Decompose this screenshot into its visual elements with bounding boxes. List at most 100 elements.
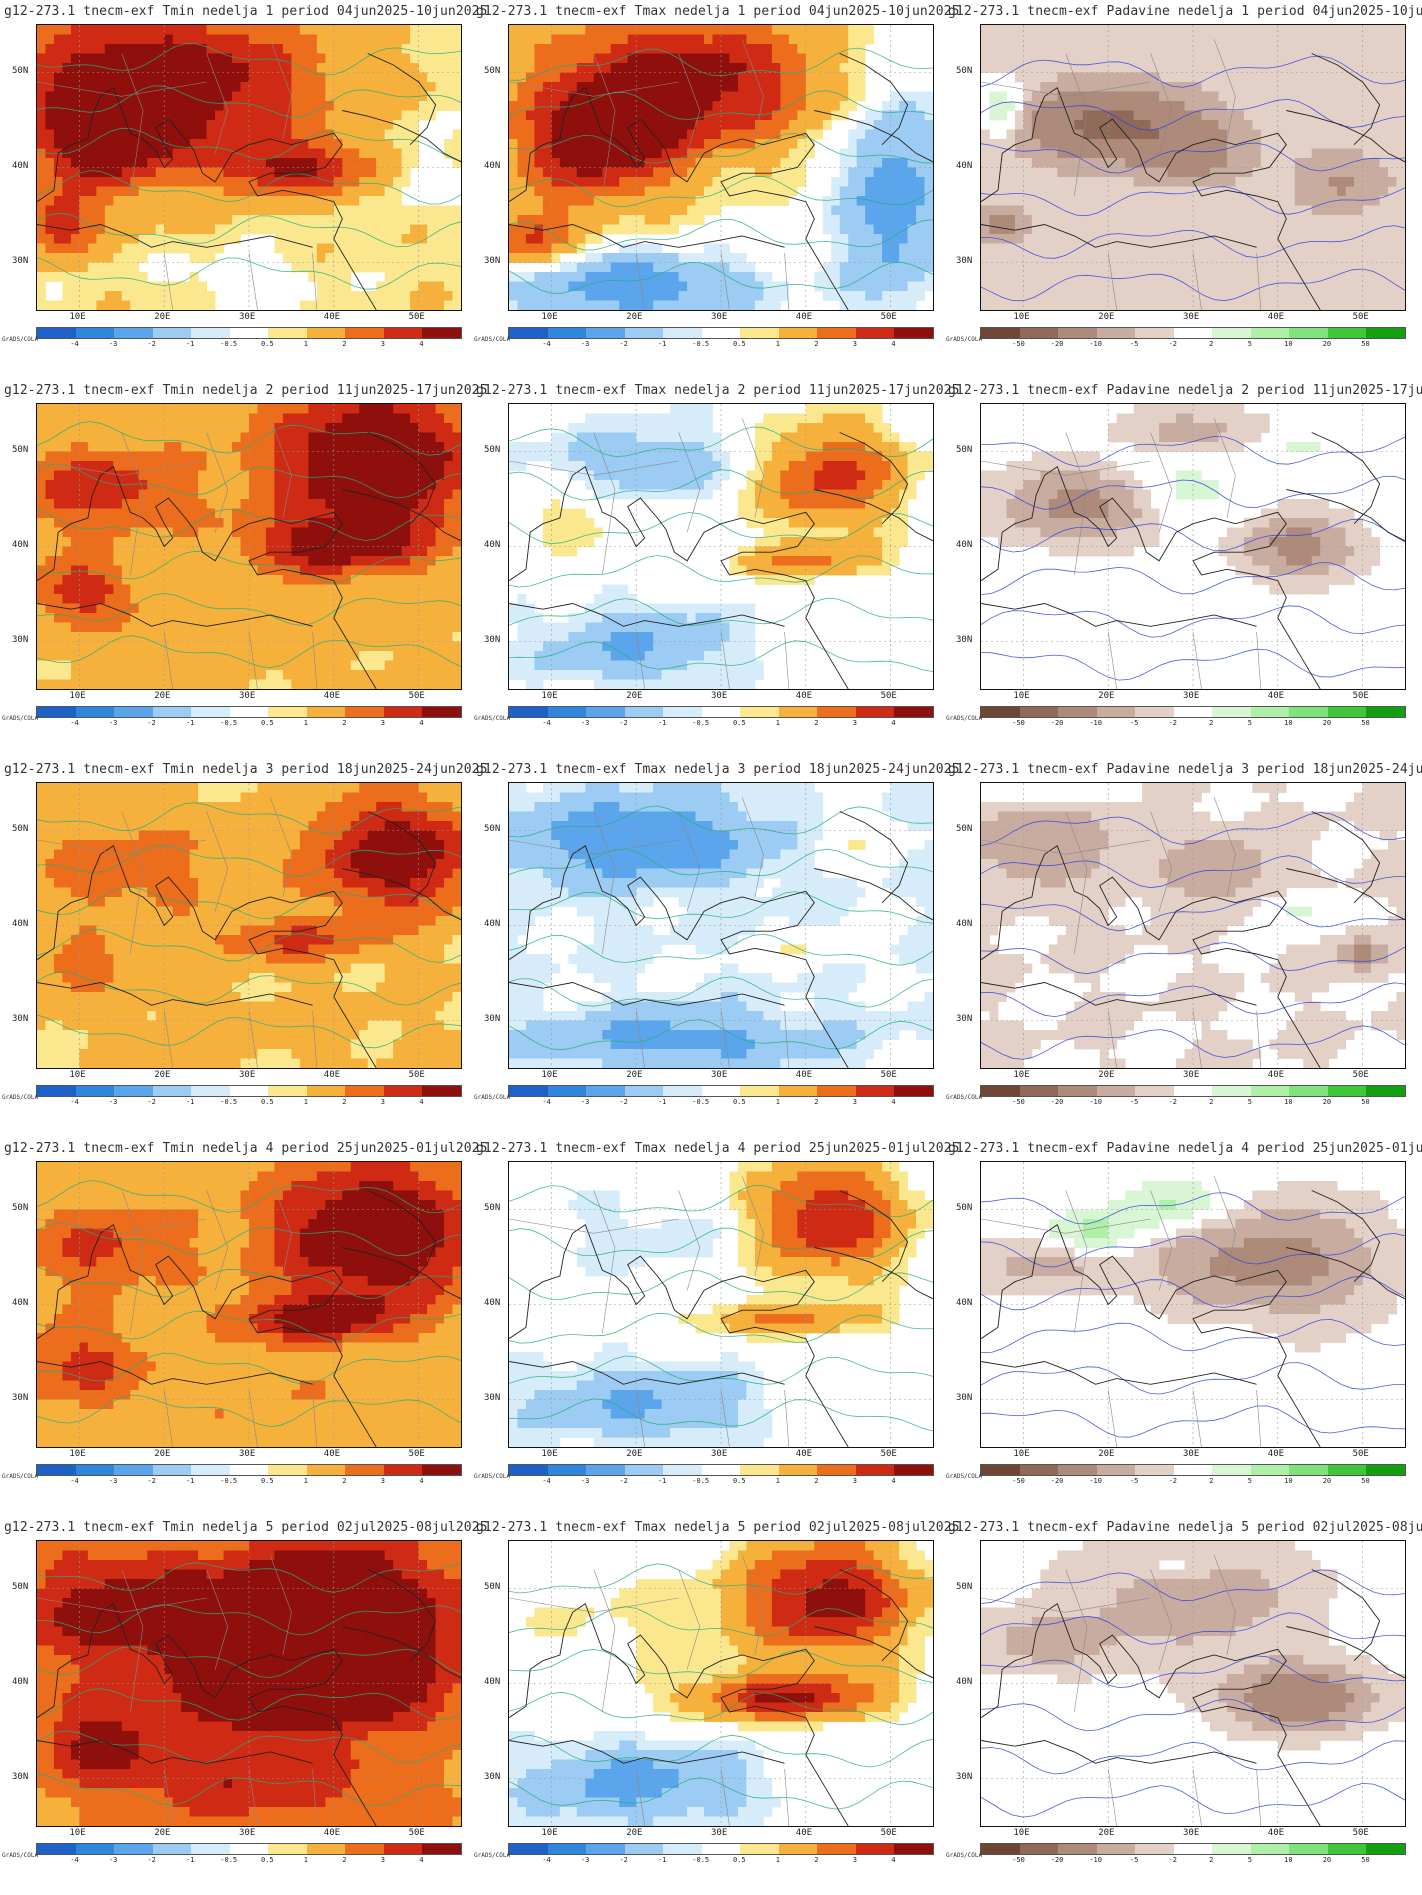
anomaly-cell — [435, 224, 445, 235]
anomaly-cell — [37, 480, 46, 490]
anomaly-cell — [130, 234, 140, 244]
anomaly-cell — [805, 120, 815, 130]
anomaly-cell — [121, 253, 131, 263]
anomaly-cell — [45, 234, 55, 244]
anomaly-cell — [797, 139, 807, 149]
anomaly-cell — [96, 129, 106, 140]
anomaly-cell — [1074, 158, 1084, 168]
anomaly-cell — [1099, 167, 1109, 178]
anomaly-cell — [274, 25, 284, 35]
anomaly-cell — [1226, 215, 1236, 225]
anomaly-cell — [695, 148, 705, 159]
anomaly-cell — [401, 300, 411, 310]
anomaly-cell — [780, 177, 790, 187]
anomaly-cell — [1362, 34, 1372, 45]
anomaly-cell — [274, 82, 284, 92]
anomaly-cell — [291, 413, 301, 424]
anomaly-cell — [384, 72, 394, 83]
anomaly-cell — [325, 461, 335, 471]
anomaly-cell — [542, 129, 552, 140]
anomaly-cell — [1371, 25, 1380, 35]
anomaly-cell — [1345, 44, 1355, 54]
anomaly-cell — [1354, 281, 1363, 292]
anomaly-cell — [96, 110, 106, 121]
anomaly-cell — [249, 480, 258, 490]
anomaly-cell — [729, 300, 739, 310]
anomaly-cell — [427, 432, 436, 443]
anomaly-cell — [96, 205, 106, 216]
anomaly-cell — [427, 404, 436, 414]
anomaly-cell — [367, 451, 377, 462]
anomaly-cell — [274, 499, 284, 509]
anomaly-cell — [384, 442, 394, 452]
anomaly-cell — [393, 82, 403, 92]
anomaly-cell — [1057, 120, 1067, 130]
anomaly-cell — [585, 291, 595, 301]
anomaly-cell — [206, 234, 216, 244]
anomaly-cell — [350, 423, 360, 433]
anomaly-cell — [1354, 196, 1363, 206]
anomaly-cell — [155, 423, 165, 433]
anomaly-cell — [130, 404, 140, 414]
anomaly-cell — [525, 110, 535, 121]
anomaly-cell — [384, 44, 394, 54]
anomaly-cell — [1159, 25, 1168, 35]
anomaly-cell — [223, 53, 233, 64]
anomaly-cell — [198, 300, 207, 310]
anomaly-cell — [274, 53, 284, 64]
anomaly-cell — [989, 262, 999, 273]
anomaly-cell — [619, 262, 629, 273]
anomaly-cell — [1388, 186, 1397, 197]
anomaly-cell — [1014, 234, 1024, 244]
anomaly-cell — [1345, 215, 1355, 225]
anomaly-cell — [410, 44, 419, 54]
anomaly-cell — [376, 53, 386, 64]
anomaly-cell — [70, 442, 80, 452]
anomaly-cell — [316, 404, 326, 414]
anomaly-cell — [79, 224, 89, 235]
anomaly-cell — [138, 432, 148, 443]
anomaly-cell — [282, 527, 292, 538]
anomaly-cell — [444, 63, 453, 73]
anomaly-cell — [333, 158, 343, 168]
anomaly-cell — [1150, 101, 1160, 111]
anomaly-cell — [1023, 63, 1033, 73]
anomaly-cell — [619, 291, 629, 301]
anomaly-cell — [1150, 186, 1160, 197]
anomaly-cell — [1184, 72, 1194, 83]
anomaly-cell — [1396, 44, 1405, 54]
anomaly-cell — [1057, 224, 1067, 235]
anomaly-cell — [367, 243, 377, 254]
anomaly-cell — [172, 537, 182, 547]
anomaly-cell — [788, 53, 798, 64]
anomaly-cell — [754, 281, 764, 292]
anomaly-cell — [670, 91, 679, 102]
anomaly-cell — [865, 224, 875, 235]
anomaly-cell — [1303, 25, 1313, 35]
anomaly-cell — [788, 44, 798, 54]
anomaly-cell — [678, 139, 688, 149]
anomaly-cell — [899, 215, 908, 225]
anomaly-cell — [585, 158, 595, 168]
anomaly-cell — [410, 224, 419, 235]
forecast-panel-1: g12-273.1 tnecm-exf Tmin nedelja 1 perio… — [2, 0, 487, 379]
anomaly-cell — [1193, 101, 1202, 111]
anomaly-cell — [1379, 262, 1389, 273]
anomaly-cell — [401, 508, 411, 519]
anomaly-cell — [729, 186, 739, 197]
anomaly-cell — [79, 281, 89, 292]
anomaly-cell — [822, 72, 832, 83]
anomaly-cell — [1167, 129, 1177, 140]
anomaly-cell — [359, 518, 369, 528]
anomaly-cell — [53, 82, 63, 92]
anomaly-cell — [147, 224, 157, 235]
anomaly-cell — [890, 300, 900, 310]
anomaly-cell — [1286, 224, 1296, 235]
anomaly-cell — [1218, 139, 1228, 149]
anomaly-cell — [308, 101, 318, 111]
anomaly-cell — [981, 186, 990, 197]
anomaly-cell — [661, 44, 671, 54]
anomaly-cell — [198, 129, 207, 140]
anomaly-cell — [189, 196, 199, 206]
anomaly-cell — [1345, 205, 1355, 216]
